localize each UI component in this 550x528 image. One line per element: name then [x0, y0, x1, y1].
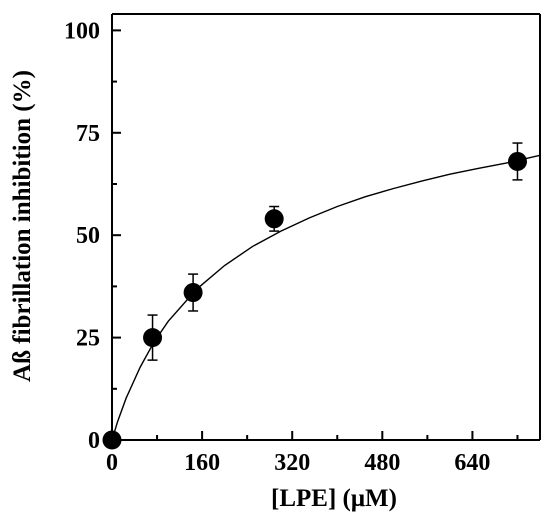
data-point	[264, 209, 284, 229]
y-tick-label: 75	[76, 121, 100, 147]
y-tick-label: 25	[76, 326, 100, 352]
fit-curve-layer	[111, 154, 541, 441]
fit-curve	[111, 154, 541, 441]
x-tick-label: 640	[454, 450, 490, 476]
data-point	[143, 328, 163, 348]
y-axis-ticks: 0 25 50 75 100	[64, 18, 121, 454]
x-tick-label: 320	[274, 450, 310, 476]
y-tick-label: 50	[76, 223, 100, 249]
y-tick-label: 100	[64, 18, 100, 44]
x-tick-label: 480	[364, 450, 400, 476]
x-axis-ticks: 0 160 320 480 640	[106, 431, 519, 476]
data-point	[102, 430, 122, 450]
data-points-layer	[102, 151, 527, 450]
data-point	[183, 283, 203, 303]
y-axis-title: Aß fibrillation inhibition (%)	[9, 70, 36, 382]
error-bars-layer	[147, 142, 523, 361]
x-tick-label: 160	[184, 450, 220, 476]
plot-frame	[111, 13, 541, 441]
x-axis-title: [LPE] (μM)	[271, 485, 397, 512]
y-tick-label: 0	[88, 428, 100, 454]
data-point	[507, 151, 527, 171]
x-tick-label: 0	[106, 450, 118, 476]
